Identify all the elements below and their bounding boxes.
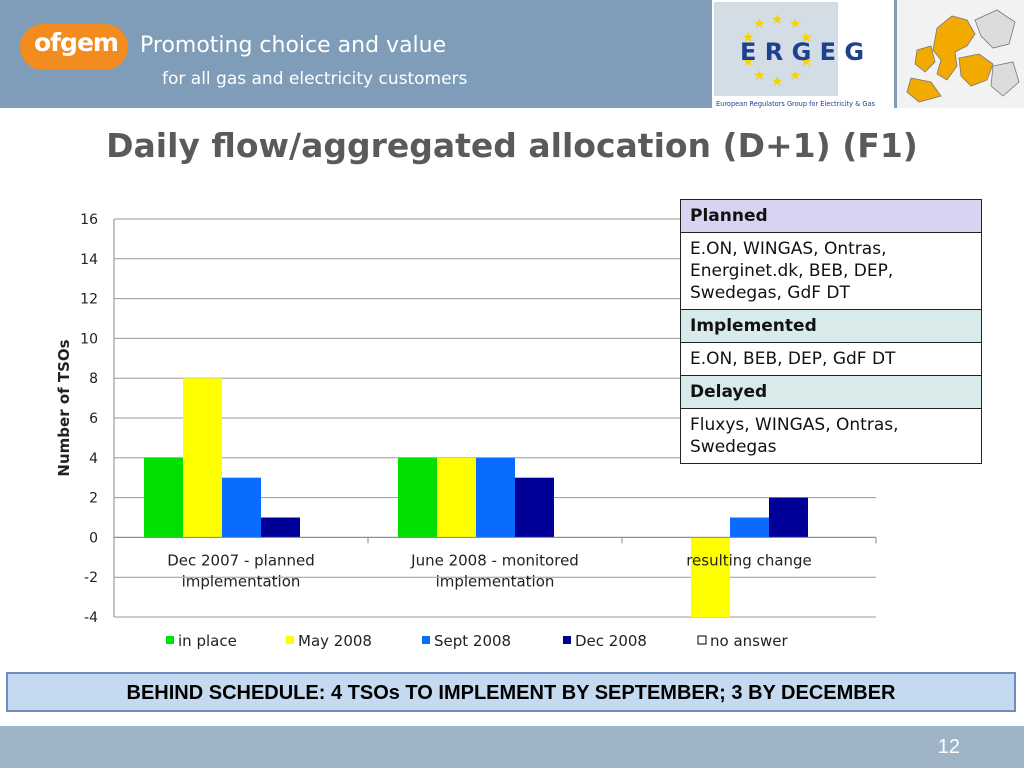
x-category-label: implementation: [182, 572, 301, 590]
y-tick-label: 6: [89, 411, 98, 427]
tagline-primary: Promoting choice and value: [140, 33, 447, 58]
europe-map-image: [897, 0, 1024, 108]
ergeg-logo: ★ ★ ★ ★ ★ ★ ★ ★ ★ ★ E R G E G European R…: [712, 0, 894, 108]
slide-title: Daily flow/aggregated allocation (D+1) (…: [106, 126, 918, 165]
y-tick-label: 4: [89, 451, 98, 467]
legend-swatch: [697, 635, 707, 645]
svg-text:★: ★: [742, 54, 755, 70]
delayed-value: Fluxys, WINGAS, Ontras, Swedegas: [680, 408, 982, 464]
footer-bar: 12: [0, 726, 1024, 768]
y-tick-label: 2: [89, 491, 98, 507]
y-axis-label: Number of TSOs: [55, 339, 73, 476]
svg-text:★: ★: [771, 12, 784, 28]
ofgem-logo: [20, 24, 128, 70]
y-tick-label: 8: [89, 371, 98, 387]
bar-may-2008: [437, 457, 476, 538]
europe-map-icon: [897, 0, 1024, 108]
tso-status-table: Planned E.ON, WINGAS, Ontras, Energinet.…: [680, 199, 982, 464]
planned-value: E.ON, WINGAS, Ontras, Energinet.dk, BEB,…: [680, 232, 982, 310]
y-tick-label: 10: [80, 331, 98, 347]
y-tick-label: 14: [80, 252, 98, 268]
bar-sept-2008: [222, 477, 261, 538]
x-category-label: Dec 2007 - planned: [167, 551, 315, 569]
svg-text:★: ★: [771, 74, 784, 90]
legend-label: no answer: [710, 632, 788, 650]
bar-may-2008: [183, 378, 222, 538]
bar-in-place: [398, 457, 437, 538]
ergeg-wordmark: E R G E G: [740, 38, 864, 66]
bar-sept-2008: [730, 517, 769, 538]
implemented-header: Implemented: [680, 309, 982, 343]
svg-text:★: ★: [800, 30, 813, 46]
y-tick-label: 0: [89, 530, 98, 546]
ergeg-caption: European Regulators Group for Electricit…: [716, 100, 876, 108]
legend-label: Sept 2008: [434, 632, 511, 650]
bar-dec-2008: [515, 477, 554, 538]
planned-header: Planned: [680, 199, 982, 233]
status-banner: BEHIND SCHEDULE: 4 TSOs TO IMPLEMENT BY …: [6, 672, 1016, 712]
ofgem-logo-text: ofgem: [34, 28, 119, 57]
bar-chart: -4 -2 0 2 4 6 8 10 12 14 16 Dec 2007 - planned imple…: [55, 212, 877, 650]
bar-dec-2008: [769, 497, 808, 538]
svg-text:★: ★: [742, 30, 755, 46]
tagline-secondary: for all gas and electricity customers: [162, 69, 468, 89]
legend-label: Dec 2008: [575, 632, 647, 650]
bar-sept-2008: [476, 457, 515, 538]
svg-text:★: ★: [789, 68, 802, 84]
y-tick-label: -4: [84, 610, 98, 626]
eu-stars-icon: ★ ★ ★ ★ ★ ★ ★ ★ ★ ★: [742, 12, 813, 90]
legend-swatch: [422, 636, 430, 644]
x-category-label: June 2008 - monitored: [410, 551, 579, 569]
legend-swatch: [563, 636, 571, 644]
bar-may-2008: [691, 537, 730, 617]
page-number: 12: [937, 736, 960, 758]
y-tick-label: 12: [80, 292, 98, 308]
legend-label: in place: [178, 632, 237, 650]
x-category-label: resulting change: [686, 551, 812, 569]
svg-text:★: ★: [800, 54, 813, 70]
bar-dec-2008: [261, 517, 300, 538]
bar-in-place: [144, 457, 183, 538]
banner-text: BEHIND SCHEDULE: 4 TSOs TO IMPLEMENT BY …: [126, 682, 896, 704]
y-tick-label: -2: [84, 570, 98, 586]
legend-swatch: [286, 636, 294, 644]
legend-swatch: [166, 636, 174, 644]
implemented-value: E.ON, BEB, DEP, GdF DT: [680, 342, 982, 376]
y-tick-label: 16: [80, 212, 98, 228]
ergeg-logo-graphic: ★ ★ ★ ★ ★ ★ ★ ★ ★ ★ E R G E G European R…: [714, 2, 876, 108]
x-category-label: implementation: [436, 572, 555, 590]
legend-label: May 2008: [298, 632, 372, 650]
delayed-header: Delayed: [680, 375, 982, 409]
header-bar: ofgem Promoting choice and value for all…: [0, 0, 1024, 108]
svg-text:★: ★: [753, 68, 766, 84]
svg-text:★: ★: [789, 16, 802, 32]
svg-text:★: ★: [753, 16, 766, 32]
